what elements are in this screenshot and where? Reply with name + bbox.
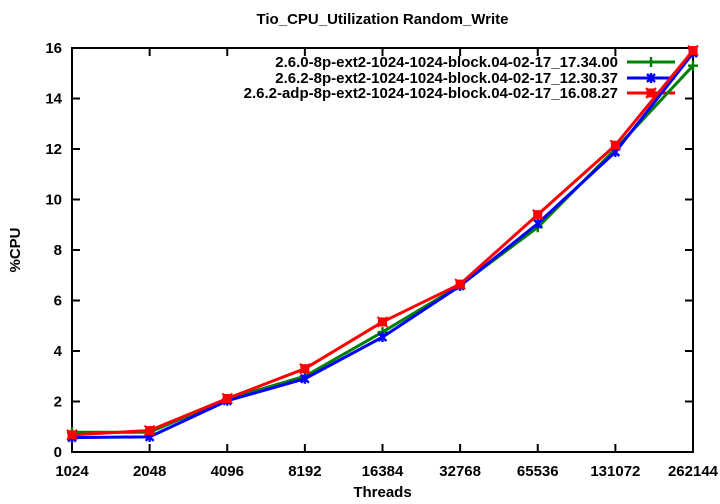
data-point-marker	[687, 44, 699, 57]
x-tick-label: 131072	[590, 463, 640, 480]
marker-fill	[222, 393, 232, 403]
marker-fill	[145, 426, 155, 436]
marker-stroke	[532, 218, 543, 229]
x-tick-label: 1024	[55, 463, 89, 480]
y-axis-label: %CPU	[7, 227, 24, 272]
series-2	[66, 44, 699, 441]
marker-fill	[533, 210, 543, 220]
marker-fill	[688, 46, 698, 56]
y-tick-label: 8	[54, 242, 62, 259]
series-1	[67, 48, 698, 443]
y-tick-label: 0	[54, 444, 62, 461]
marker-stroke	[646, 73, 656, 83]
legend-entry: 2.6.0-8p-ext2-1024-1024-block.04-02-17_1…	[275, 54, 675, 71]
legend-entry: 2.6.2-8p-ext2-1024-1024-block.04-02-17_1…	[275, 70, 675, 87]
data-point-marker	[143, 424, 156, 437]
series-0	[67, 60, 698, 438]
data-point-marker	[532, 208, 544, 221]
chart-title: Tio_CPU_Utilization Random_Write	[257, 11, 509, 28]
data-point-marker	[609, 139, 622, 151]
marker-fill	[646, 88, 656, 98]
legend-marker-icon	[646, 57, 656, 67]
data-point-marker	[688, 60, 698, 71]
data-point-marker	[221, 392, 233, 405]
y-tick-label: 2	[54, 394, 62, 411]
data-point-marker	[532, 218, 543, 229]
y-tick-label: 16	[45, 40, 62, 57]
marker-fill	[610, 140, 620, 150]
legend-label: 2.6.2-8p-ext2-1024-1024-block.04-02-17_1…	[275, 70, 618, 87]
data-point-marker	[299, 362, 311, 375]
legend-label: 2.6.2-adp-8p-ext2-1024-1024-block.04-02-…	[244, 85, 618, 102]
series-line	[70, 51, 695, 440]
x-tick-label: 16384	[362, 463, 404, 480]
x-tick-label: 65536	[517, 463, 559, 480]
data-point-marker	[376, 316, 389, 328]
marker-fill	[300, 364, 310, 374]
y-tick-label: 4	[54, 343, 63, 360]
y-tick-label: 12	[45, 141, 62, 158]
x-tick-label: 4096	[211, 463, 244, 480]
plot-border	[71, 47, 694, 453]
marker-stroke	[300, 373, 310, 384]
x-tick-label: 32768	[439, 463, 481, 480]
marker-fill	[455, 279, 465, 289]
x-axis-label: Threads	[353, 484, 411, 501]
y-tick-label: 14	[45, 91, 62, 108]
legend-entry: 2.6.2-adp-8p-ext2-1024-1024-block.04-02-…	[244, 85, 675, 102]
x-tick-label: 2048	[133, 463, 166, 480]
x-tick-label: 262144	[668, 463, 719, 480]
series-line	[70, 64, 695, 434]
legend-label: 2.6.0-8p-ext2-1024-1024-block.04-02-17_1…	[275, 54, 618, 71]
y-tick-label: 6	[54, 293, 62, 310]
data-point-marker	[377, 332, 388, 343]
marker-stroke	[377, 332, 388, 342]
legend: 2.6.0-8p-ext2-1024-1024-block.04-02-17_1…	[244, 54, 675, 102]
series-line	[70, 49, 695, 437]
data-point-marker	[66, 429, 78, 441]
y-tick-label: 10	[45, 192, 62, 209]
x-tick-label: 8192	[288, 463, 321, 480]
data-point-marker	[454, 278, 466, 290]
marker-fill	[67, 430, 77, 440]
legend-marker-icon	[646, 73, 656, 83]
data-point-marker	[300, 373, 310, 384]
marker-fill	[378, 317, 387, 327]
